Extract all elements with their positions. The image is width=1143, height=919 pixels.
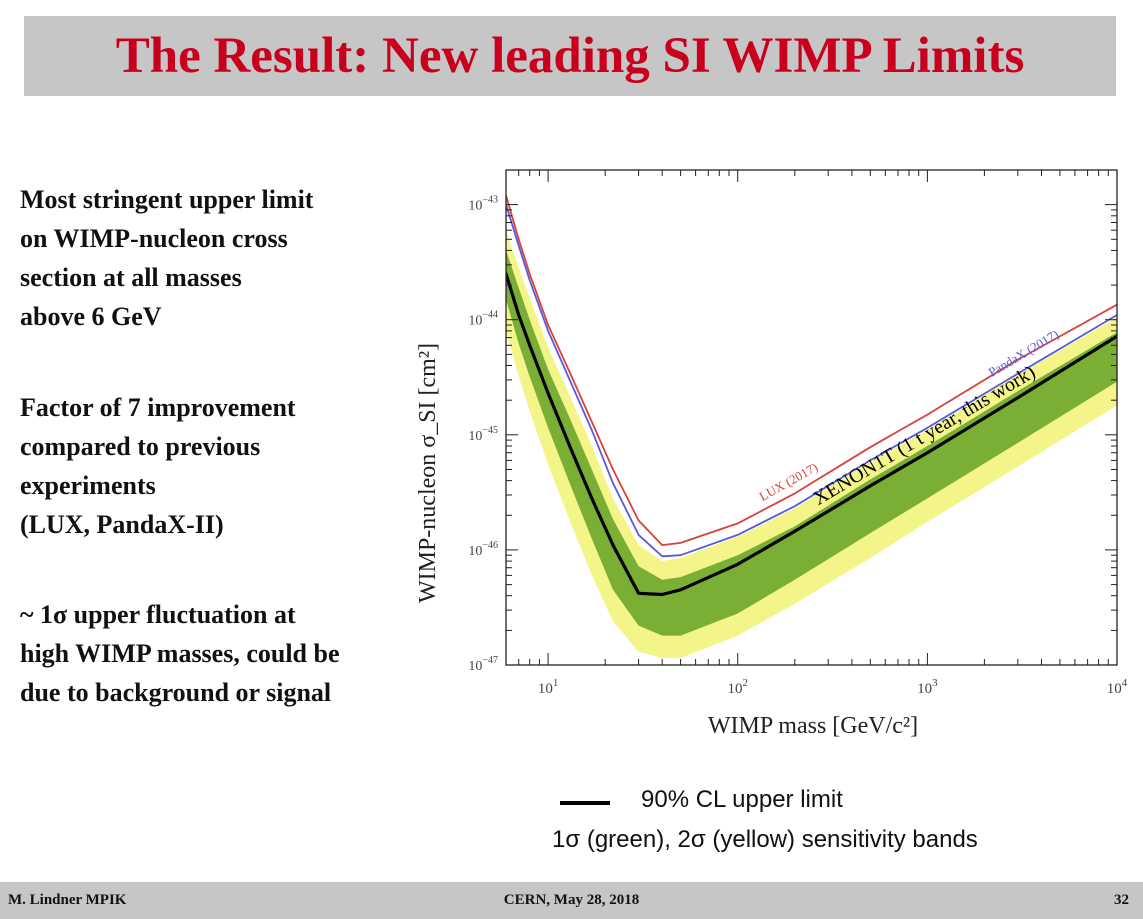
title-bar: The Result: New leading SI WIMP Limits: [24, 16, 1116, 96]
footer-bar: M. Lindner MPIK CERN, May 28, 2018 32: [0, 882, 1143, 919]
bullet-point-1: Most stringent upper limit on WIMP-nucle…: [20, 180, 313, 336]
bullet-point-2: Factor of 7 improvement compared to prev…: [20, 388, 296, 544]
bullet-line: on WIMP-nucleon cross: [20, 224, 288, 253]
wimp-limit-chart: LUX (2017)PandaX (2017)XENON1T (1 t year…: [415, 169, 1128, 739]
y-tick-exponent: −47: [482, 655, 498, 666]
y-tick-exponent: −44: [482, 310, 498, 321]
x-tick-exponent: 4: [1122, 677, 1128, 689]
y-tick-label: 10−43: [468, 195, 498, 214]
y-tick-label: 10−44: [468, 310, 498, 329]
legend-bands-label: 1σ (green), 2σ (yellow) sensitivity band…: [552, 826, 978, 853]
bullet-point-3: ~ 1σ upper fluctuation at high WIMP mass…: [20, 595, 340, 712]
plot-area: LUX (2017)PandaX (2017)XENON1T (1 t year…: [506, 194, 1117, 658]
x-tick-label: 102: [727, 677, 748, 697]
x-tick-exponent: 1: [553, 677, 559, 689]
bullet-line: Most stringent upper limit: [20, 185, 314, 214]
bullet-line: ~ 1σ upper fluctuation at: [20, 600, 296, 629]
slide-title: The Result: New leading SI WIMP Limits: [115, 28, 1025, 84]
x-tick-label: 104: [1107, 677, 1128, 697]
plot-contents: [506, 194, 1117, 658]
pandax-2017-line: [506, 203, 1117, 558]
bullet-line: Factor of 7 improvement: [20, 393, 296, 422]
footer-event: CERN, May 28, 2018: [503, 892, 640, 908]
bullet-line: compared to previous: [20, 432, 261, 461]
y-tick-exponent: −46: [482, 540, 498, 551]
y-axis-label: WIMP-nucleon σ_SI [cm²]: [415, 343, 441, 603]
sensitivity-band-1sigma: [506, 250, 1117, 636]
bullet-line: section at all masses: [20, 263, 242, 292]
y-tick-exponent: −43: [482, 195, 498, 206]
y-tick-label: 10−46: [468, 540, 498, 559]
bullet-line: experiments: [20, 471, 156, 500]
bullet-line: above 6 GeV: [20, 302, 162, 331]
x-axis-label: WIMP mass [GeV/c²]: [708, 713, 918, 739]
bullet-line: (LUX, PandaX-II): [20, 510, 224, 539]
legend-upper-limit-label: 90% CL upper limit: [641, 786, 843, 813]
footer-page-number: 32: [1114, 892, 1129, 908]
axes: 101 102 103 104 10−43 10−44 10−45 10−46 10−47: [468, 169, 1128, 697]
bullet-line: high WIMP masses, could be: [20, 639, 340, 668]
y-tick-label: 10−45: [468, 425, 498, 444]
x-tick-label: 101: [538, 677, 559, 697]
plot-frame: [505, 169, 1118, 666]
x-tick-exponent: 2: [742, 677, 748, 689]
y-tick-label: 10−47: [468, 655, 498, 674]
x-tick-exponent: 3: [932, 677, 938, 689]
y-tick-exponent: −45: [482, 425, 498, 436]
legend-line-swatch: [560, 801, 610, 805]
bullet-line: due to background or signal: [20, 678, 332, 707]
x-tick-label: 103: [917, 677, 938, 697]
xenon1t-limit-line: [506, 272, 1117, 597]
lux-2017-line: [506, 194, 1117, 547]
footer-author: M. Lindner MPIK: [8, 892, 127, 908]
